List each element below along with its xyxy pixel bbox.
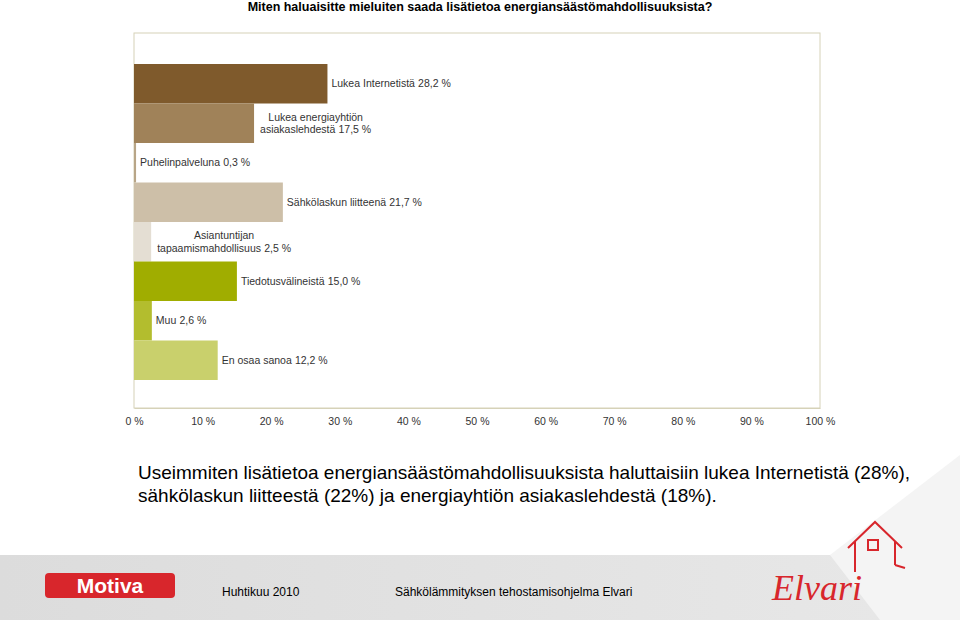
label-category: Sähkölaskun liitteenä bbox=[287, 196, 386, 208]
data-label: Lukea energiayhtiönasiakaslehdestä 17,5 % bbox=[260, 111, 371, 136]
label-value: 12,2 % bbox=[295, 354, 328, 366]
footer-band bbox=[0, 555, 960, 620]
label-category: asiakaslehdestä bbox=[260, 123, 335, 135]
label-category: En osaa sanoa bbox=[222, 354, 292, 366]
data-label: Lukea Internetistä28,2 % bbox=[331, 77, 450, 89]
data-label: Sähkölaskun liitteenä21,7 % bbox=[287, 196, 422, 208]
tick: 60 % bbox=[534, 408, 558, 427]
label-category: Lukea energiayhtiön bbox=[268, 111, 363, 123]
bar bbox=[134, 183, 283, 223]
bar bbox=[134, 64, 327, 104]
axis-line bbox=[135, 408, 821, 409]
data-label: En osaa sanoa12,2 % bbox=[222, 354, 328, 366]
tick-label: 100 % bbox=[806, 415, 836, 427]
label-value: 17,5 % bbox=[339, 123, 372, 135]
data-labels: Lukea Internetistä28,2 % Lukea energiayht… bbox=[140, 77, 451, 366]
tick: 30 % bbox=[328, 408, 352, 427]
tick: 20 % bbox=[260, 408, 284, 427]
logo-box bbox=[45, 573, 175, 598]
tick-label: 50 % bbox=[466, 415, 490, 427]
tick-label: 80 % bbox=[671, 415, 695, 427]
footer: Motiva Huhtikuu 2010 Sähkölämmityksen teho… bbox=[0, 455, 960, 620]
plot-frame bbox=[134, 33, 820, 408]
data-label: Asiantuntijantapaamismahdollisuus2,5 % bbox=[157, 229, 291, 254]
label-value: 2,6 % bbox=[179, 314, 206, 326]
label-value: 2,5 % bbox=[264, 242, 291, 254]
label-value: 15,0 % bbox=[328, 275, 361, 287]
data-label: Tiedotusvälineistä15,0 % bbox=[241, 275, 361, 287]
label-category: Asiantuntijan bbox=[194, 229, 254, 241]
label-category: Tiedotusvälineistä bbox=[241, 275, 325, 287]
label-category: Muu bbox=[156, 314, 177, 326]
tick: 10 % bbox=[191, 408, 215, 427]
tick-label: 0 % bbox=[125, 415, 143, 427]
bar bbox=[134, 301, 152, 341]
chart: Miten haluaisitte mieluiten saada lisäti… bbox=[0, 0, 960, 620]
tick-label: 30 % bbox=[328, 415, 352, 427]
tick: 70 % bbox=[603, 408, 627, 427]
tick: 50 % bbox=[466, 408, 490, 427]
tick: 0 % bbox=[125, 408, 143, 427]
label-value: 21,7 % bbox=[389, 196, 422, 208]
footer-program: Sähkölämmityksen tehostamisohjelma Elvar… bbox=[395, 585, 632, 599]
tick: 40 % bbox=[397, 408, 421, 427]
tick-label: 20 % bbox=[260, 415, 284, 427]
label-value: 0,3 % bbox=[223, 156, 250, 168]
tick: 80 % bbox=[671, 408, 695, 427]
label-category: Lukea Internetistä bbox=[331, 77, 415, 89]
bar bbox=[134, 341, 218, 381]
caption: Useimmiten lisätietoa energiansäästömahd… bbox=[138, 462, 910, 483]
bar bbox=[134, 143, 136, 183]
label-category: tapaamismahdollisuus bbox=[157, 242, 261, 254]
data-label: Muu2,6 % bbox=[156, 314, 206, 326]
bar bbox=[134, 262, 237, 302]
x-axis: 0 % 10 % 20 % 30 % 40 % 50 % 60 % 70 % 80 % 90 % 1… bbox=[125, 408, 835, 427]
title: Miten haluaisitte mieluiten saada lisäti… bbox=[248, 0, 713, 14]
brand-icon bbox=[848, 522, 905, 572]
footer-date: Huhtikuu 2010 bbox=[222, 585, 300, 599]
bar bbox=[134, 104, 254, 144]
tick-label: 70 % bbox=[603, 415, 627, 427]
tick-label: 10 % bbox=[191, 415, 215, 427]
logo-text: Motiva bbox=[77, 574, 144, 597]
tick: 100 % bbox=[806, 408, 836, 427]
brand-text: Elvari bbox=[771, 568, 862, 608]
tick-label: 60 % bbox=[534, 415, 558, 427]
label-category: Puhelinpalveluna bbox=[140, 156, 220, 168]
caption: sähkölaskun liitteestä (22%) ja energiay… bbox=[138, 485, 717, 506]
tick-label: 90 % bbox=[740, 415, 764, 427]
data-label: Puhelinpalveluna0,3 % bbox=[140, 156, 250, 168]
bar bbox=[134, 222, 151, 262]
tick: 90 % bbox=[740, 408, 764, 427]
tick-label: 40 % bbox=[397, 415, 421, 427]
label-value: 28,2 % bbox=[418, 77, 451, 89]
